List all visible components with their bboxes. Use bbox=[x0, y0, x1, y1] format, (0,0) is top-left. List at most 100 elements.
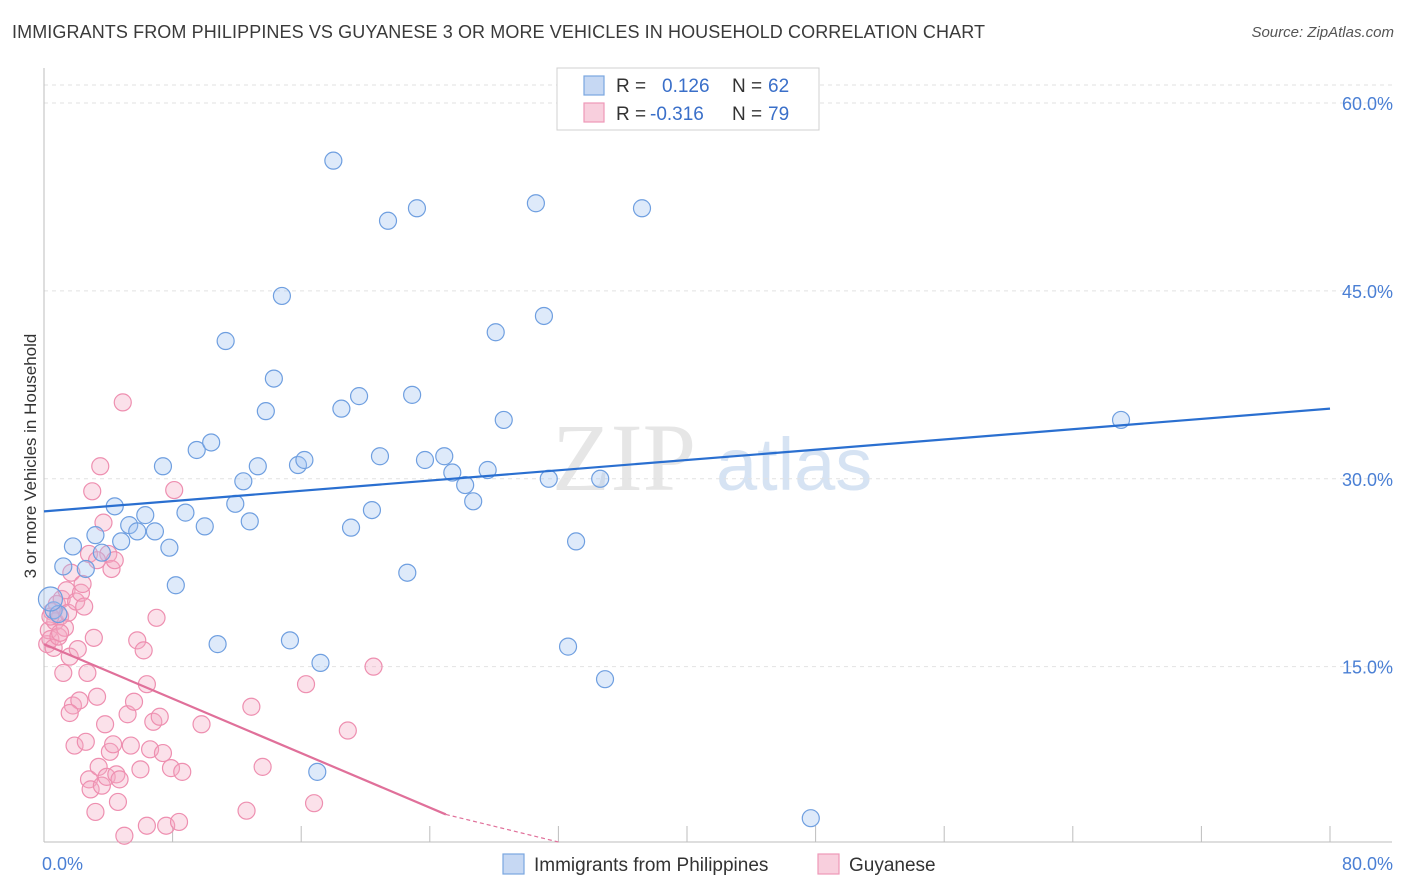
trend-lines bbox=[43, 407, 1331, 843]
philippines-point bbox=[234, 472, 253, 491]
guyanese-point bbox=[81, 780, 100, 799]
guyanese-point bbox=[253, 757, 272, 776]
guyanese-point bbox=[237, 801, 256, 820]
bottom-legend-swatch-guyanese bbox=[817, 853, 840, 875]
guyanese-point bbox=[137, 816, 156, 835]
chart-title: IMMIGRANTS FROM PHILIPPINES VS GUYANESE … bbox=[12, 22, 986, 42]
philippines-point bbox=[195, 517, 214, 536]
philippines-point bbox=[558, 637, 578, 656]
y-axis-label: 3 or more Vehicles in Household bbox=[21, 334, 40, 579]
guyanese-point bbox=[84, 628, 103, 647]
legend-n-value-2: 79 bbox=[768, 104, 789, 125]
guyanese-point bbox=[50, 623, 70, 642]
philippines-point bbox=[464, 492, 483, 511]
philippines-point bbox=[407, 199, 427, 218]
philippines-point bbox=[295, 450, 314, 470]
philippines-point bbox=[92, 543, 111, 562]
philippines-point bbox=[595, 670, 615, 689]
philippines-point bbox=[486, 323, 505, 342]
philippines-point bbox=[112, 532, 131, 551]
philippines-point bbox=[539, 469, 558, 488]
philippines-point bbox=[160, 538, 179, 557]
philippines-point bbox=[435, 447, 454, 466]
philippines-point bbox=[208, 635, 227, 654]
philippines-point bbox=[801, 809, 820, 828]
philippines-point bbox=[566, 532, 586, 551]
tick-labels: 15.0% 30.0% 45.0% 60.0% 0.0% 80.0% bbox=[42, 94, 1393, 874]
philippines-point bbox=[632, 199, 652, 218]
philippines-point bbox=[349, 387, 369, 406]
philippines-point bbox=[443, 463, 462, 482]
philippines-point bbox=[128, 522, 147, 541]
x-tick-label: 80.0% bbox=[1342, 854, 1393, 874]
source-note: Source: ZipAtlas.com bbox=[1251, 24, 1394, 41]
philippines-point bbox=[403, 385, 422, 404]
philippines-point bbox=[264, 369, 283, 388]
philippines-point bbox=[86, 526, 105, 545]
guyanese-point bbox=[87, 687, 107, 706]
guyanese-point bbox=[113, 393, 132, 412]
guyanese-point bbox=[165, 480, 184, 500]
guyanese-point bbox=[70, 691, 89, 710]
philippines-point bbox=[311, 653, 330, 672]
guyanese-point bbox=[78, 663, 97, 683]
guyanese-point bbox=[75, 597, 94, 616]
philippines-point bbox=[591, 469, 610, 488]
philippines-point bbox=[534, 306, 554, 326]
philippines-point bbox=[49, 604, 68, 624]
guyanese-point bbox=[104, 735, 123, 754]
philippines-point bbox=[362, 500, 382, 520]
philippines-point-large bbox=[37, 586, 64, 612]
bottom-legend-label-guyanese: Guyanese bbox=[849, 855, 936, 876]
philippines-point bbox=[176, 503, 195, 522]
y-tick-label: 30.0% bbox=[1342, 470, 1393, 490]
philippines-point bbox=[136, 506, 155, 525]
bottom-legend-swatch-philippines bbox=[502, 853, 525, 875]
philippines-point bbox=[370, 447, 390, 466]
guyanese-point bbox=[86, 802, 105, 822]
philippines-point bbox=[256, 402, 275, 421]
guyanese-points bbox=[38, 393, 383, 845]
philippines-point bbox=[166, 576, 185, 595]
philippines-point bbox=[415, 450, 435, 470]
philippines-trend-line bbox=[43, 407, 1331, 513]
bottom-legend-label-philippines: Immigrants from Philippines bbox=[534, 855, 768, 876]
philippines-point bbox=[378, 211, 398, 230]
legend-n-value-1: 62 bbox=[768, 76, 789, 97]
philippines-point bbox=[324, 151, 343, 170]
guyanese-point bbox=[147, 608, 166, 627]
guyanese-point bbox=[364, 657, 383, 676]
guyanese-point bbox=[107, 765, 126, 784]
y-tick-label: 45.0% bbox=[1342, 282, 1393, 302]
philippines-point bbox=[272, 286, 292, 306]
philippines-point bbox=[494, 410, 513, 430]
philippines-point bbox=[76, 559, 95, 579]
philippines-point bbox=[341, 518, 361, 537]
philippines-point bbox=[308, 762, 327, 781]
philippines-point bbox=[63, 537, 83, 556]
philippines-point bbox=[202, 433, 221, 452]
philippines-point bbox=[226, 494, 245, 513]
guyanese-point bbox=[296, 675, 316, 694]
philippines-point bbox=[248, 457, 267, 476]
y-tick-label: 60.0% bbox=[1342, 94, 1393, 114]
philippines-point bbox=[526, 194, 545, 213]
guyanese-point bbox=[150, 707, 169, 726]
legend-swatch-philippines bbox=[583, 75, 605, 96]
guyanese-point bbox=[83, 482, 102, 501]
legend-swatch-guyanese bbox=[583, 102, 605, 123]
y-tick-label: 15.0% bbox=[1342, 658, 1393, 678]
guyanese-point bbox=[76, 732, 95, 751]
guyanese-point bbox=[161, 759, 181, 778]
guyanese-point bbox=[153, 743, 173, 763]
legend-r-value-2: -0.316 bbox=[650, 104, 704, 125]
top-legend: R = 0.126 N = 62 R = -0.316 N = 79 bbox=[556, 67, 820, 131]
philippines-point bbox=[456, 475, 475, 495]
philippines-point bbox=[398, 563, 417, 582]
guyanese-point bbox=[304, 794, 324, 813]
legend-r-label-1: R = bbox=[616, 76, 646, 97]
grid-lines bbox=[44, 84, 1392, 668]
guyanese-trend-extension bbox=[445, 813, 559, 843]
guyanese-point bbox=[128, 631, 147, 650]
